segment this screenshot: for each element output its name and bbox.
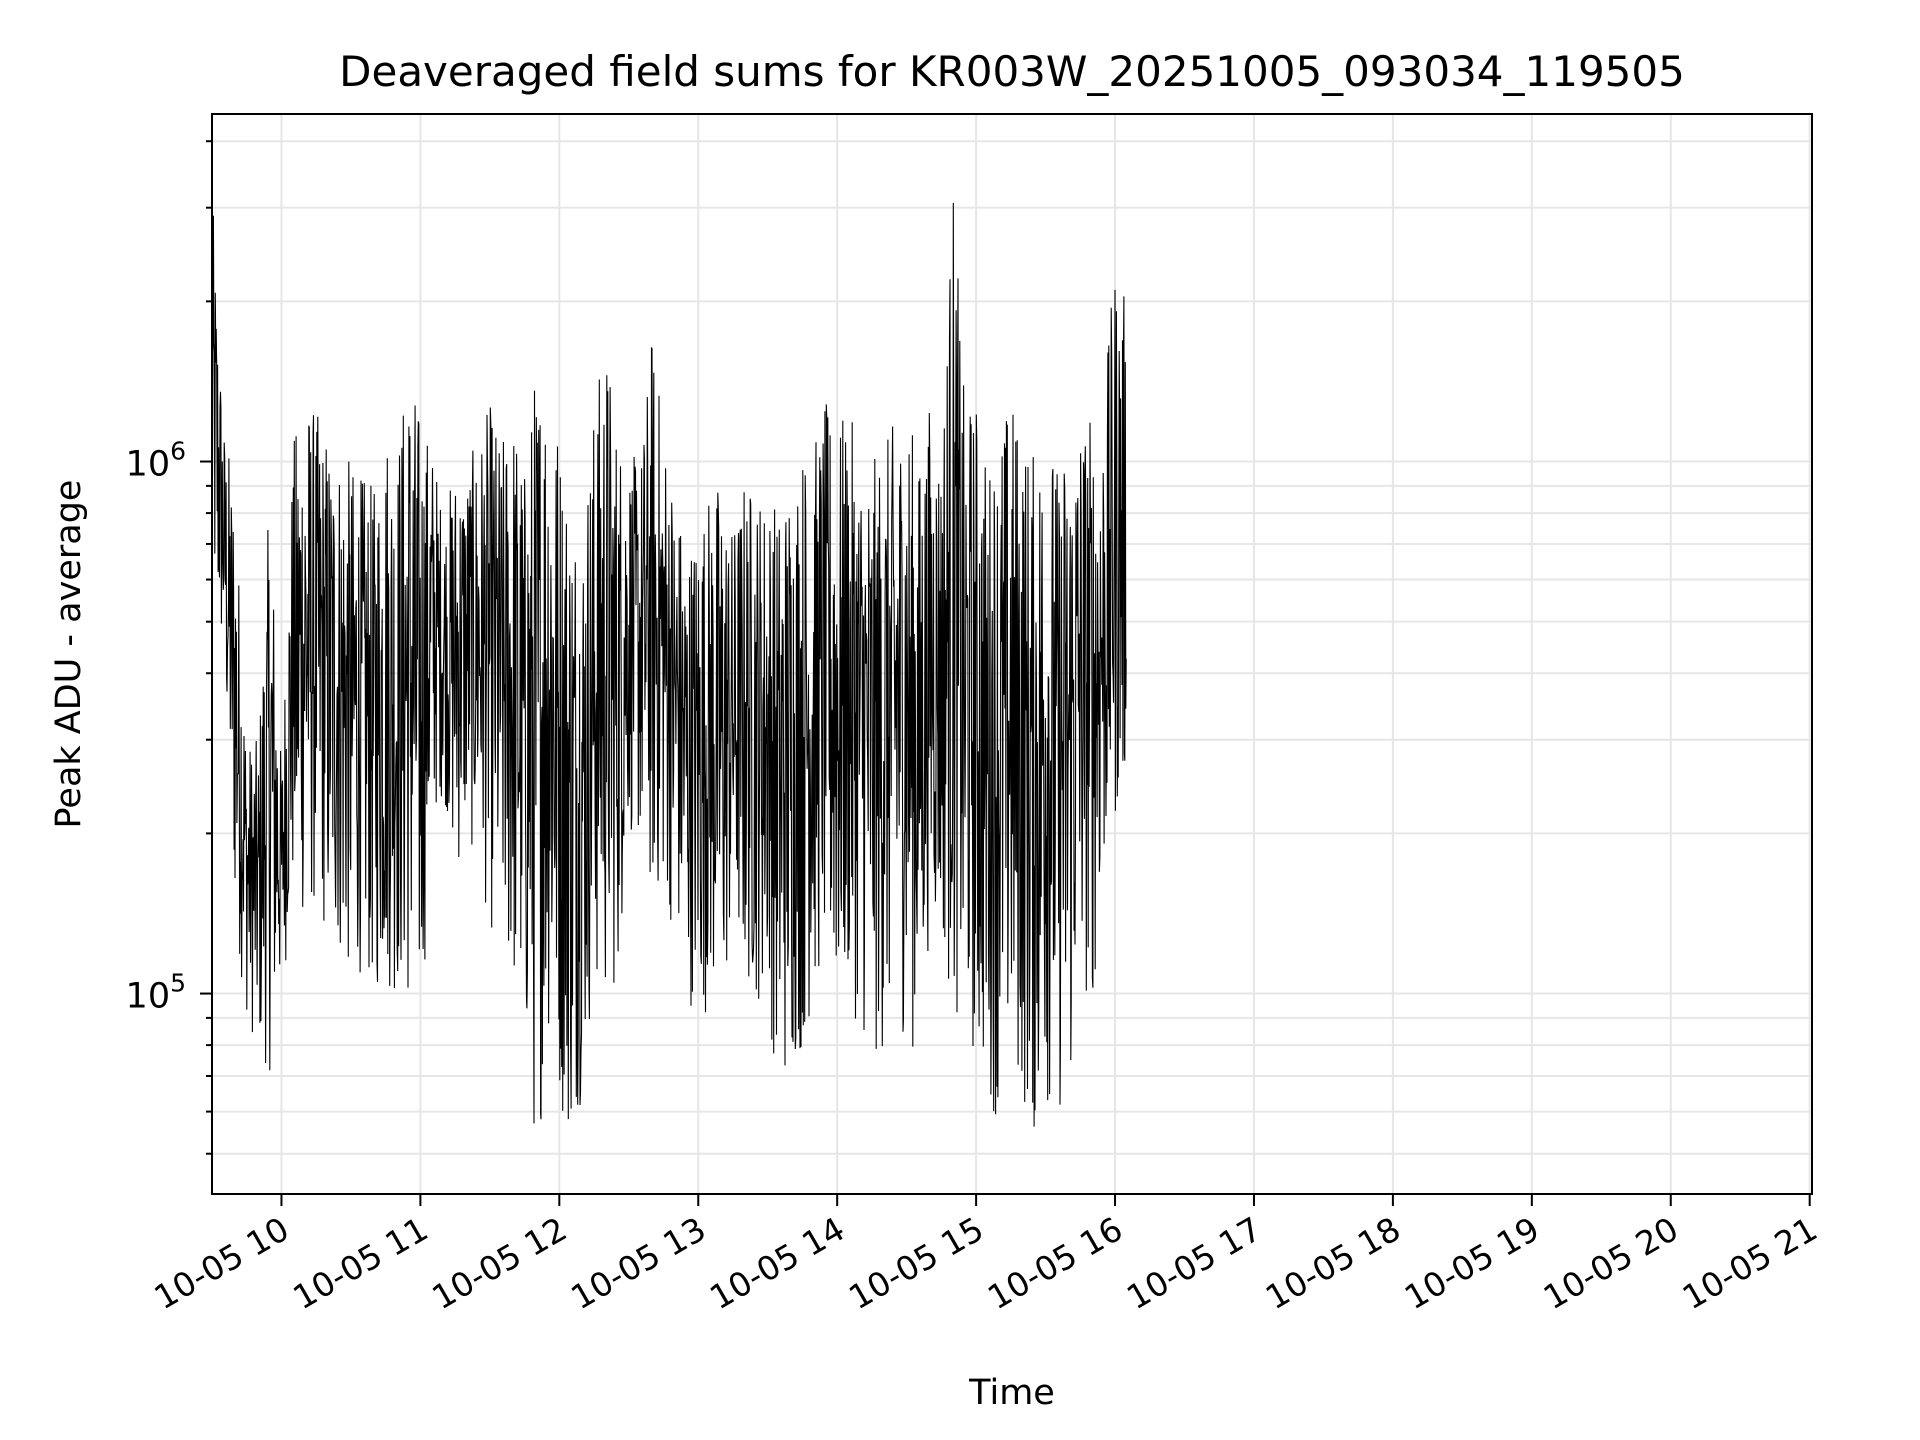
y-axis-label: Peak ADU - average	[49, 480, 89, 829]
y-tick-label: 105	[126, 969, 186, 1017]
chart-title: Deaveraged field sums for KR003W_2025100…	[339, 47, 1685, 96]
y-tick-label: 106	[126, 437, 186, 485]
x-axis-label: Time	[968, 1373, 1055, 1413]
data-series	[211, 202, 1127, 1127]
plot-frame	[211, 113, 1813, 1195]
series-line	[211, 202, 1127, 1127]
